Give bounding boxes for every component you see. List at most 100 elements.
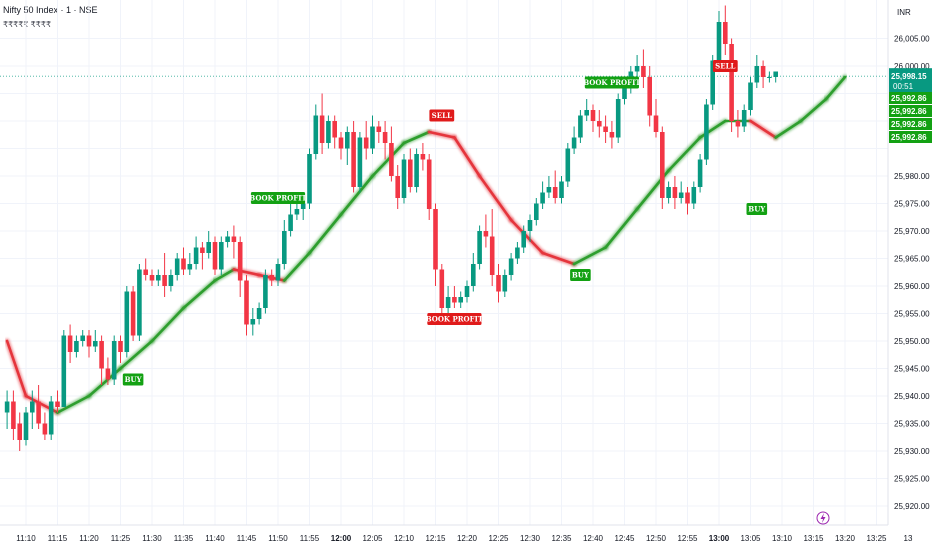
x-tick-label: 13:00 [709, 534, 730, 543]
level-tag-value: 25,992.86 [891, 120, 927, 129]
signal-book-profit: BOOK PROFIT [583, 76, 641, 89]
x-tick-label: 11:35 [174, 534, 194, 543]
x-tick-label: 12:50 [646, 534, 667, 543]
level-tag-value: 25,992.86 [891, 133, 927, 142]
chart-header-title: Nifty 50 Index · 1 · NSE [3, 5, 98, 15]
candle-body [143, 269, 148, 275]
candle-body [124, 291, 130, 352]
y-tick-label: 26,005.00 [894, 35, 930, 44]
candle-body [723, 22, 728, 44]
candle-body [660, 132, 665, 198]
candle-body [111, 341, 117, 380]
candle-body [641, 66, 646, 77]
candle-body [584, 110, 589, 116]
ma-segment [371, 141, 406, 178]
candle-body [200, 247, 205, 253]
x-tick-label: 13:10 [772, 534, 793, 543]
price-tag-value: 25,998.15 [891, 72, 927, 81]
candle-body [193, 247, 199, 264]
level-tag: 25,992.86 [889, 118, 932, 130]
x-tick-label: 12:35 [551, 534, 572, 543]
candle-body [67, 335, 73, 352]
candle-body [300, 203, 306, 209]
candle-body [426, 159, 432, 209]
y-tick-label: 25,920.00 [894, 502, 930, 511]
x-tick-label: 12:15 [425, 534, 446, 543]
y-tick-label: 25,960.00 [894, 282, 930, 291]
candle-body [345, 132, 350, 149]
ma-segment [213, 268, 236, 282]
candle-body [685, 192, 690, 204]
candle-body [502, 275, 508, 292]
candle-body [767, 77, 772, 78]
candle-body [376, 126, 382, 132]
candle-body [174, 258, 180, 275]
candle-body [17, 423, 22, 440]
candle-body [489, 236, 495, 275]
candle-body [521, 231, 526, 248]
x-tick-label: 13:20 [835, 534, 856, 543]
candle-body [156, 275, 161, 281]
candle-body [231, 236, 237, 242]
ma-segment [667, 136, 702, 172]
candle-body [370, 126, 375, 149]
time-axis [0, 525, 888, 550]
x-tick-label: 11:25 [111, 534, 131, 543]
candle-body [294, 209, 300, 215]
candle-body [615, 99, 621, 138]
ma-segment [541, 251, 576, 266]
candle-body [137, 269, 142, 336]
candle-body [672, 187, 678, 198]
candle-body [559, 181, 564, 198]
candle-body [282, 231, 287, 264]
candle-body [149, 275, 155, 281]
x-tick-label: 12:00 [331, 534, 352, 543]
ma-segment [698, 119, 727, 139]
ma-segment [453, 136, 481, 178]
candle-body [319, 115, 325, 143]
candle-body [382, 132, 388, 143]
candle-body [313, 115, 319, 154]
signal-box [570, 269, 591, 281]
price-tag-countdown: 00:51 [893, 82, 914, 91]
candle-body [741, 110, 747, 127]
candle-body [48, 401, 54, 435]
x-tick-label: 12:30 [520, 534, 541, 543]
candle-body [710, 60, 715, 105]
candle-body [80, 335, 85, 341]
candle-body [93, 341, 98, 347]
level-tag: 25,992.86 [889, 105, 932, 117]
ma-segment [427, 130, 456, 139]
signal-buy: BUY [570, 269, 591, 281]
level-tag-value: 25,992.86 [891, 94, 927, 103]
candle-body [408, 159, 413, 187]
candle-body [206, 242, 211, 253]
y-tick-label: 25,950.00 [894, 337, 930, 346]
signal-box [122, 373, 144, 386]
candle-body [212, 242, 218, 270]
x-tick-label: 12:55 [677, 534, 698, 543]
candle-body [716, 22, 722, 61]
x-tick-label: 12:20 [457, 534, 478, 543]
candle-body [11, 401, 16, 429]
candle-body [363, 137, 369, 149]
candle-body [477, 231, 482, 264]
signal-book-profit: BOOK PROFIT [426, 313, 484, 325]
level-tag: 25,992.86 [889, 92, 932, 104]
y-tick-label: 25,970.00 [894, 227, 930, 236]
candle-body [748, 82, 753, 110]
signal-buy: BUY [746, 203, 768, 215]
candle-body [603, 126, 608, 132]
currency-label: INR [897, 8, 911, 17]
candle-body [571, 137, 577, 149]
candle-body [225, 236, 230, 242]
candle-body [118, 341, 123, 352]
y-tick-label: 25,935.00 [894, 420, 930, 429]
ma-segment [182, 279, 217, 310]
signal-box [584, 76, 639, 89]
candle-body [4, 401, 10, 413]
ma-segment [402, 130, 431, 145]
y-tick-label: 25,945.00 [894, 365, 930, 374]
